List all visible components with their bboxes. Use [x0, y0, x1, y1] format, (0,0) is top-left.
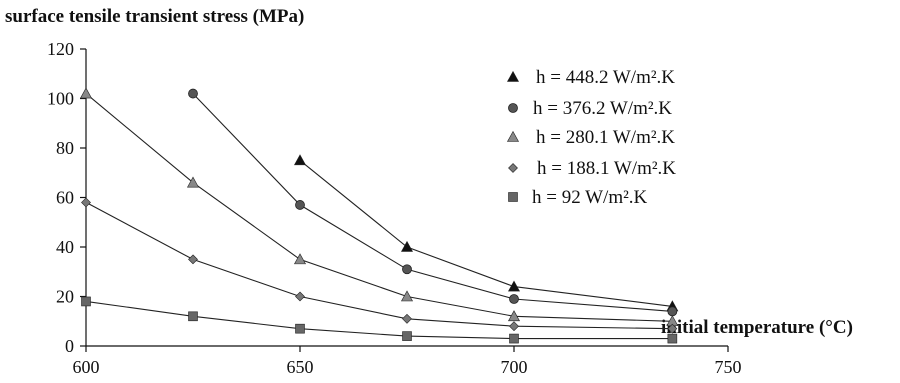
legend-entry: h = 188.1 W/m².K — [508, 158, 676, 179]
data-point — [402, 264, 412, 275]
data-point — [188, 311, 198, 322]
data-point — [509, 333, 519, 344]
data-point — [188, 88, 198, 99]
data-point — [667, 333, 678, 344]
y-tick-label: 100 — [47, 89, 74, 109]
data-point — [509, 294, 519, 304]
series-line — [85, 201, 673, 330]
legend-entry: h = 448.2 W/m².K — [506, 67, 675, 88]
data-point — [293, 253, 307, 265]
x-tick-label: 600 — [73, 357, 100, 377]
y-tick-label: 0 — [65, 336, 74, 356]
series-layer — [79, 87, 679, 344]
x-tick-label: 750 — [715, 357, 742, 377]
data-point — [507, 310, 521, 322]
data-point — [186, 176, 200, 188]
series-0 — [293, 154, 679, 312]
legend-label: h = 188.1 W/m².K — [537, 158, 676, 179]
x-tick-label: 700 — [501, 357, 528, 377]
data-point — [81, 197, 91, 208]
data-point — [400, 240, 414, 252]
data-point — [295, 323, 305, 334]
legend-entry: h = 92 W/m².K — [508, 187, 648, 208]
legend-label: h = 376.2 W/m².K — [533, 98, 672, 119]
series-4 — [81, 296, 678, 344]
data-point — [293, 154, 307, 166]
data-point — [667, 306, 678, 317]
data-point — [295, 291, 305, 302]
data-point — [667, 323, 678, 334]
y-tick-label: 40 — [56, 237, 74, 257]
data-point — [81, 296, 91, 307]
x-axis-label: initial temperature (°C) — [661, 317, 853, 338]
data-point — [402, 313, 412, 324]
legend-marker — [508, 163, 518, 173]
legend-label: h = 92 W/m².K — [532, 187, 648, 208]
data-point — [188, 254, 198, 265]
legend-marker — [506, 130, 520, 142]
data-point — [400, 290, 414, 302]
chart-title: surface tensile transient stress (MPa) — [5, 6, 304, 27]
series-line — [85, 93, 673, 322]
series-line — [299, 159, 673, 307]
data-point — [79, 87, 93, 99]
legend-entry: h = 280.1 W/m².K — [506, 127, 675, 148]
legend-label: h = 280.1 W/m².K — [536, 127, 675, 148]
series-line — [85, 300, 673, 340]
legend: h = 448.2 W/m².K h = 376.2 W/m².K h = 280.… — [506, 67, 676, 208]
legend-marker — [508, 103, 518, 113]
y-tick-label: 60 — [56, 188, 74, 208]
data-point — [509, 321, 519, 332]
data-point — [402, 331, 412, 341]
x-tick-label: 650 — [287, 357, 314, 377]
legend-marker — [508, 192, 518, 202]
legend-marker — [506, 70, 520, 82]
series-3 — [81, 197, 678, 334]
legend-label: h = 448.2 W/m².K — [536, 67, 675, 88]
y-tick-label: 20 — [56, 287, 74, 307]
y-tick-label: 80 — [56, 138, 74, 158]
axes: 0 20 40 60 80 100 120 600 650 700 750 — [47, 39, 742, 377]
data-point — [295, 200, 305, 210]
y-tick-label: 120 — [47, 39, 74, 59]
data-point — [507, 280, 521, 292]
legend-entry: h = 376.2 W/m².K — [508, 98, 672, 119]
